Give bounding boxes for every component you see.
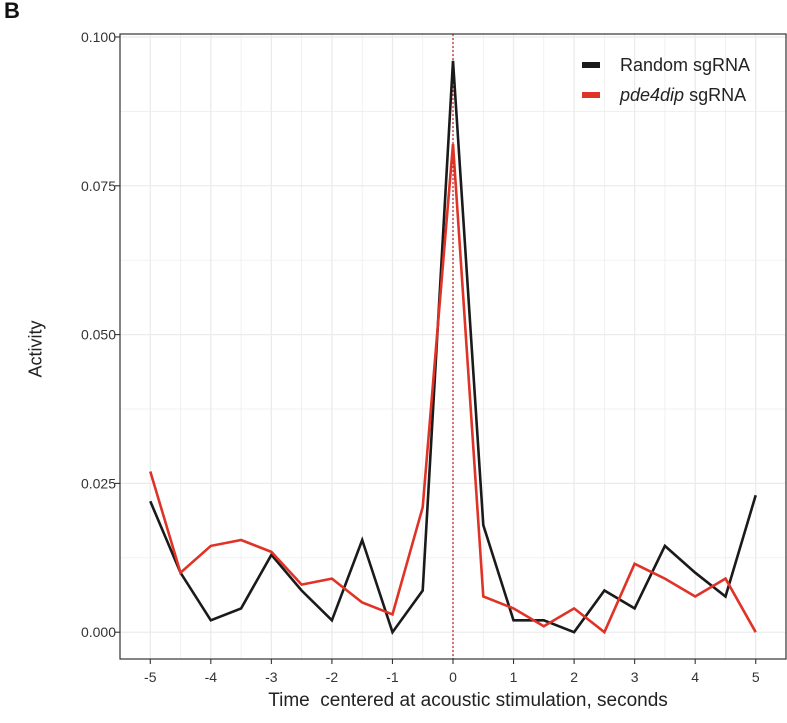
series-lines bbox=[149, 60, 757, 636]
x-axis: -5 -4 -3 -2 -1 0 1 2 3 4 5 bbox=[144, 659, 760, 685]
x-tick-label: 3 bbox=[631, 669, 639, 685]
y-tick-label: 0.100 bbox=[81, 29, 116, 45]
y-tick-label: 0.000 bbox=[81, 624, 116, 640]
y-tick-label: 0.025 bbox=[81, 475, 116, 491]
x-tick-label: -1 bbox=[386, 669, 399, 685]
x-tick-label: -3 bbox=[265, 669, 278, 685]
series-line-pde4dip bbox=[149, 143, 757, 635]
y-axis: 0.000 0.025 0.050 0.075 0.100 bbox=[81, 29, 120, 640]
x-axis-title: Time centered at acoustic stimulation, s… bbox=[268, 690, 668, 711]
y-tick-label: 0.075 bbox=[81, 178, 116, 194]
x-tick-label: -2 bbox=[326, 669, 339, 685]
x-tick-label: 0 bbox=[449, 669, 457, 685]
legend-key-random bbox=[582, 62, 600, 68]
x-tick-label: -5 bbox=[144, 669, 157, 685]
legend-label-random: Random sgRNA bbox=[620, 54, 751, 75]
legend-item-random: Random sgRNA bbox=[582, 50, 750, 80]
legend-item-pde4dip: pde4dip sgRNA bbox=[582, 80, 750, 110]
x-tick-label: 5 bbox=[752, 669, 760, 685]
x-tick-label: -4 bbox=[205, 669, 218, 685]
legend-label-pde4dip: pde4dip sgRNA bbox=[620, 84, 747, 105]
x-tick-label: 4 bbox=[691, 669, 699, 685]
x-tick-label: 1 bbox=[510, 669, 518, 685]
y-tick-label: 0.050 bbox=[81, 327, 116, 343]
panel-label: B bbox=[4, 0, 20, 23]
y-axis-title: Activity bbox=[25, 320, 46, 378]
legend-key-pde4dip bbox=[582, 92, 600, 98]
x-tick-label: 2 bbox=[570, 669, 578, 685]
series-line-random bbox=[149, 60, 757, 636]
legend: Random sgRNA pde4dip sgRNA bbox=[582, 50, 750, 110]
